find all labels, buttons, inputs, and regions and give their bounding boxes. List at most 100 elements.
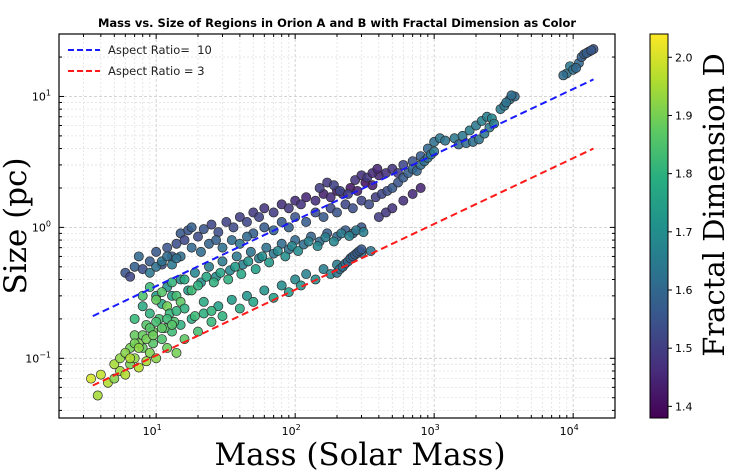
data-point: [332, 207, 342, 218]
y-axis-ticks: 10−1 100 101: [25, 33, 615, 411]
data-point: [133, 251, 144, 262]
data-point: [171, 306, 182, 316]
data-point: [261, 242, 272, 253]
data-point: [109, 359, 120, 370]
legend: Aspect Ratio= 10 Aspect Ratio = 3: [68, 43, 212, 78]
colorbar-gradient: [649, 33, 669, 419]
data-point: [148, 330, 159, 341]
data-point: [234, 212, 245, 222]
data-point: [120, 369, 131, 380]
data-point: [125, 353, 136, 364]
data-point: [301, 217, 312, 227]
data-point: [268, 207, 279, 218]
data-point: [303, 236, 314, 247]
data-point: [364, 199, 374, 210]
data-point: [347, 203, 358, 214]
data-point: [198, 296, 209, 307]
data-point: [144, 308, 155, 319]
data-point: [171, 238, 182, 249]
colorbar-ticks: 1.4 1.5 1.6 1.7 1.8 1.9 2.0: [668, 51, 693, 413]
data-point: [501, 97, 512, 108]
data-point: [257, 251, 268, 262]
data-point: [189, 267, 200, 278]
scatter-points: [86, 44, 599, 401]
data-point: [318, 264, 329, 275]
data-point: [151, 246, 162, 257]
y-axis-label: Size (pc): [0, 157, 34, 294]
data-point: [189, 311, 200, 322]
data-point: [293, 246, 304, 256]
data-point: [242, 231, 252, 242]
data-point: [365, 246, 376, 256]
data-point: [314, 183, 325, 193]
data-point: [125, 271, 136, 282]
data-point: [195, 246, 206, 257]
data-point: [242, 217, 252, 227]
legend-label-aspect-10: Aspect Ratio= 10: [108, 43, 212, 57]
colorbar-tick-label: 1.7: [675, 226, 693, 239]
data-point: [259, 203, 270, 214]
chart-title: Mass vs. Size of Regions in Orion A and …: [98, 16, 576, 30]
data-point: [213, 301, 224, 312]
data-point: [387, 203, 398, 214]
y-tick-label: 10−1: [25, 350, 51, 365]
data-point: [310, 195, 321, 206]
aspect-ratio-10-line: [92, 78, 594, 318]
data-point: [206, 316, 217, 327]
data-point: [243, 256, 254, 267]
data-point: [344, 231, 355, 241]
data-point: [301, 269, 312, 280]
data-point: [320, 232, 331, 243]
data-point: [137, 301, 148, 312]
data-point: [283, 203, 294, 214]
data-point: [236, 269, 247, 280]
data-point: [217, 256, 228, 267]
x-tick-label: 103: [421, 423, 440, 438]
data-point: [193, 231, 203, 242]
data-point: [156, 334, 167, 345]
data-point: [312, 241, 323, 252]
data-point: [144, 347, 155, 358]
data-point: [268, 292, 279, 303]
aspect-ratio-3-line: [92, 147, 594, 387]
data-point: [217, 242, 228, 253]
data-point: [234, 303, 245, 314]
data-point: [234, 238, 245, 249]
data-point: [272, 246, 283, 256]
data-point: [151, 294, 162, 305]
data-point: [373, 212, 384, 222]
data-point: [242, 290, 252, 301]
colorbar: 1.4 1.5 1.6 1.7 1.8 1.9 2.0 Fractal Dimension …: [649, 33, 731, 419]
data-point: [144, 256, 155, 267]
data-point: [558, 70, 569, 81]
y-tick-label: 100: [32, 219, 51, 234]
data-point: [211, 235, 222, 246]
data-point: [571, 63, 582, 73]
data-point: [259, 285, 270, 296]
data-point: [276, 280, 287, 291]
data-point: [318, 212, 329, 222]
data-point: [215, 267, 226, 278]
data-point: [245, 246, 256, 257]
data-point: [171, 253, 182, 264]
data-point: [179, 274, 190, 285]
data-point: [179, 235, 190, 246]
data-point: [129, 313, 140, 324]
data-point: [280, 251, 291, 262]
y-tick-label: 101: [32, 88, 51, 103]
colorbar-tick-label: 1.6: [675, 284, 693, 297]
data-point: [223, 274, 234, 285]
legend-label-aspect-3: Aspect Ratio = 3: [108, 64, 205, 78]
x-tick-label: 104: [560, 423, 579, 438]
data-point: [109, 373, 120, 384]
x-axis-label: Mass (Solar Mass): [214, 437, 505, 473]
data-point: [231, 251, 242, 262]
data-point: [156, 287, 167, 298]
data-point: [506, 90, 517, 101]
data-point: [398, 195, 409, 206]
colorbar-label: Fractal Dimension D: [697, 53, 731, 357]
data-point: [226, 235, 237, 246]
colorbar-tick-label: 2.0: [675, 51, 693, 64]
data-point: [328, 236, 339, 247]
